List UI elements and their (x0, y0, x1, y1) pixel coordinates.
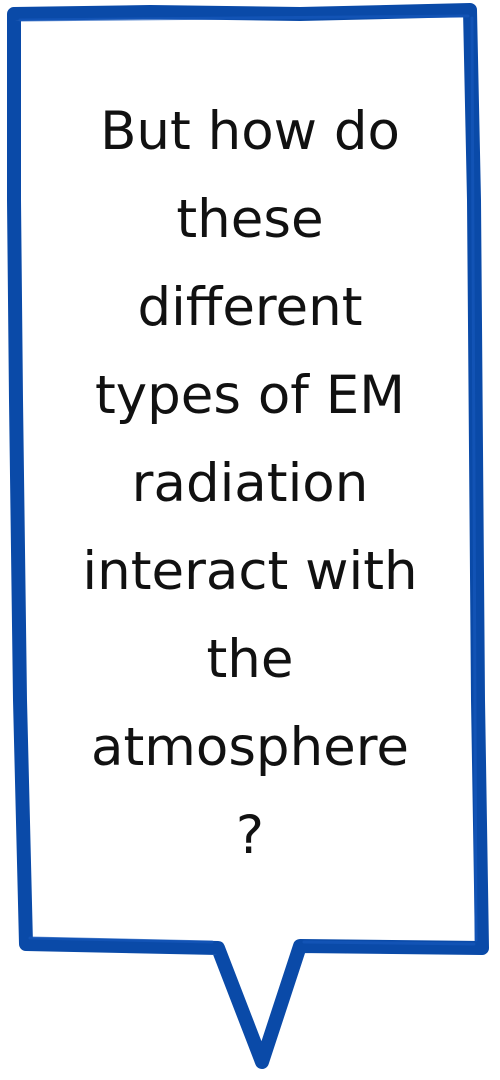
bubble-text-line: interact with (82, 541, 418, 602)
bubble-text-line: atmosphere (91, 717, 409, 778)
bubble-text-line: different (137, 277, 363, 338)
bubble-text-line: the (206, 629, 294, 690)
speech-bubble-border (7, 3, 489, 1069)
bubble-question-text: But how do these different types of EM r… (40, 88, 460, 880)
bubble-text-line: radiation (131, 453, 369, 514)
bubble-text-line: ? (235, 805, 265, 866)
bubble-text-line: these (176, 189, 324, 250)
bubble-text-line: But how do (100, 101, 400, 162)
speech-bubble-sketch-stroke (18, 14, 478, 946)
bubble-text-line: types of EM (94, 365, 405, 426)
